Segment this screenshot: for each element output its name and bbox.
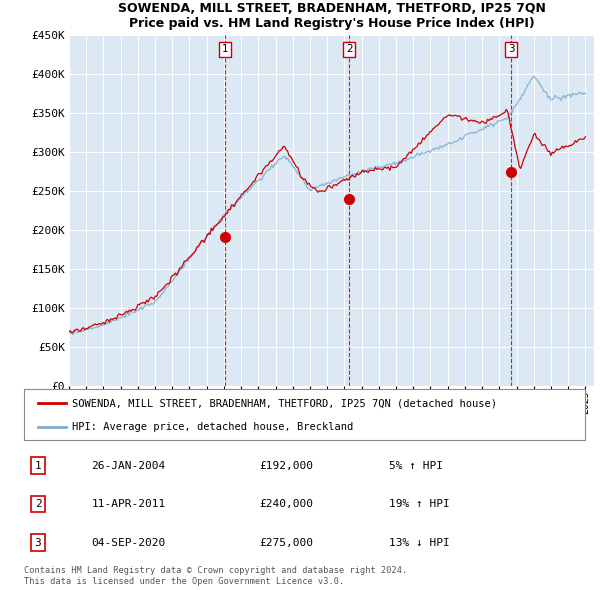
Text: This data is licensed under the Open Government Licence v3.0.: This data is licensed under the Open Gov… — [24, 577, 344, 586]
Text: 19% ↑ HPI: 19% ↑ HPI — [389, 499, 449, 509]
Text: 2: 2 — [346, 44, 353, 54]
Text: 3: 3 — [508, 44, 514, 54]
Text: 3: 3 — [35, 537, 41, 548]
Text: 13% ↓ HPI: 13% ↓ HPI — [389, 537, 449, 548]
Text: £192,000: £192,000 — [260, 461, 314, 471]
Text: Contains HM Land Registry data © Crown copyright and database right 2024.: Contains HM Land Registry data © Crown c… — [24, 566, 407, 575]
Text: 11-APR-2011: 11-APR-2011 — [91, 499, 166, 509]
Text: 26-JAN-2004: 26-JAN-2004 — [91, 461, 166, 471]
Text: 5% ↑ HPI: 5% ↑ HPI — [389, 461, 443, 471]
Text: 2: 2 — [35, 499, 41, 509]
Text: HPI: Average price, detached house, Breckland: HPI: Average price, detached house, Brec… — [71, 421, 353, 431]
Text: £275,000: £275,000 — [260, 537, 314, 548]
Text: SOWENDA, MILL STREET, BRADENHAM, THETFORD, IP25 7QN (detached house): SOWENDA, MILL STREET, BRADENHAM, THETFOR… — [71, 398, 497, 408]
Title: SOWENDA, MILL STREET, BRADENHAM, THETFORD, IP25 7QN
Price paid vs. HM Land Regis: SOWENDA, MILL STREET, BRADENHAM, THETFOR… — [118, 2, 545, 30]
Text: 1: 1 — [222, 44, 229, 54]
Text: 1: 1 — [35, 461, 41, 471]
Text: £240,000: £240,000 — [260, 499, 314, 509]
Text: 04-SEP-2020: 04-SEP-2020 — [91, 537, 166, 548]
